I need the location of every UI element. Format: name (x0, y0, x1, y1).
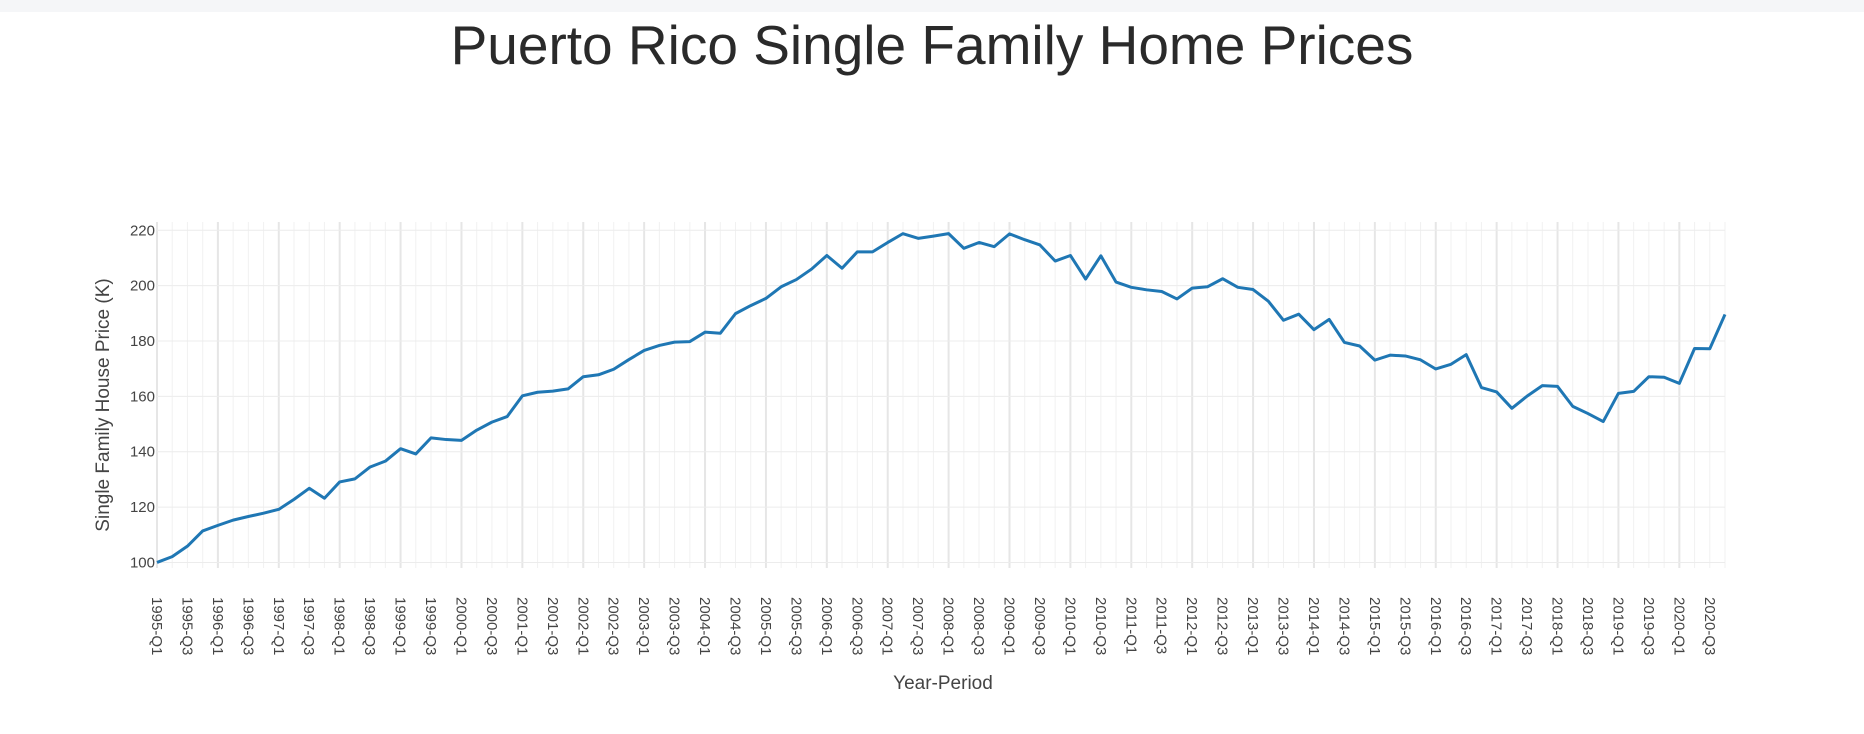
x-tick-label: 2008-Q1 (940, 597, 957, 655)
x-tick-label: 2019-Q3 (1640, 597, 1657, 655)
y-tick-label: 200 (130, 278, 155, 295)
x-tick-label: 2001-Q1 (513, 597, 530, 655)
y-tick-label: 160 (130, 388, 155, 405)
x-tick-label: 1995-Q3 (178, 597, 195, 655)
x-tick-label: 2007-Q1 (879, 597, 896, 655)
x-tick-label: 2019-Q1 (1609, 597, 1626, 655)
price-series-line (156, 232, 1727, 564)
x-tick-label: 2015-Q1 (1366, 597, 1383, 655)
x-tick-label: 2004-Q3 (726, 597, 743, 655)
x-tick-label: 2001-Q3 (544, 597, 561, 655)
x-tick-label: 1999-Q3 (422, 597, 439, 655)
x-tick-label: 2002-Q3 (605, 597, 622, 655)
x-tick-label: 2020-Q3 (1701, 597, 1718, 655)
x-tick-label: 2008-Q3 (970, 597, 987, 655)
x-tick-label: 2016-Q3 (1457, 597, 1474, 655)
x-tick-label: 2006-Q3 (848, 597, 865, 655)
x-tick-label: 1999-Q1 (392, 597, 409, 655)
x-tick-label: 2018-Q3 (1579, 597, 1596, 655)
y-axis-title: Single Family House Price (K) (93, 278, 114, 531)
y-tick-labels: 100 120 140 160 180 200 220 (130, 222, 155, 571)
x-tick-label: 1995-Q1 (148, 597, 165, 655)
x-tick-label: 2006-Q1 (818, 597, 835, 655)
y-tick-label: 180 (130, 333, 155, 350)
x-tick-label: 2003-Q3 (666, 597, 683, 655)
x-tick-label: 2004-Q1 (696, 597, 713, 655)
x-tick-label: 2005-Q1 (757, 597, 774, 655)
x-tick-label: 2017-Q3 (1518, 597, 1535, 655)
y-tick-label: 140 (130, 444, 155, 461)
x-tick-label: 2010-Q1 (1061, 597, 1078, 655)
x-tick-label: 2005-Q3 (787, 597, 804, 655)
x-tick-label: 2010-Q3 (1092, 597, 1109, 655)
x-tick-label: 2015-Q3 (1396, 597, 1413, 655)
x-tick-label: 2012-Q3 (1214, 597, 1231, 655)
x-axis-title: Year-Period (893, 673, 993, 694)
x-tick-label: 2014-Q3 (1335, 597, 1352, 655)
y-tick-label: 100 (130, 554, 155, 571)
y-tick-label: 120 (130, 499, 155, 516)
x-tick-label: 2017-Q1 (1488, 597, 1505, 655)
top-bar (0, 0, 1864, 12)
x-tick-label: 1996-Q1 (209, 597, 226, 655)
x-tick-label: 2018-Q1 (1549, 597, 1566, 655)
x-tick-labels: 1995-Q1 1995-Q3 1996-Q1 1996-Q3 1997-Q1 1997-… (148, 597, 1718, 655)
x-tick-label: 2009-Q1 (1001, 597, 1018, 655)
y-tick-label: 220 (130, 222, 155, 239)
chart-title: Puerto Rico Single Family Home Prices (450, 14, 1414, 76)
x-tick-label: 2016-Q1 (1427, 597, 1444, 655)
x-tick-label: 2002-Q1 (574, 597, 591, 655)
x-tick-label: 1997-Q3 (300, 597, 317, 655)
x-tick-label: 1998-Q1 (331, 597, 348, 655)
x-tick-label: 2000-Q1 (452, 597, 469, 655)
x-gridlines (156, 222, 1726, 568)
x-tick-label: 2012-Q1 (1183, 597, 1200, 655)
x-tick-label: 2014-Q1 (1305, 597, 1322, 655)
x-tick-label: 2013-Q1 (1244, 597, 1261, 655)
x-tick-label: 2003-Q1 (635, 597, 652, 655)
x-tick-label: 2013-Q3 (1275, 597, 1292, 655)
x-tick-label: 1997-Q1 (270, 597, 287, 655)
x-tick-label: 2000-Q3 (483, 597, 500, 655)
x-tick-label: 2007-Q3 (909, 597, 926, 655)
x-tick-label: 1998-Q3 (361, 597, 378, 655)
x-tick-label: 2009-Q3 (1031, 597, 1048, 655)
x-tick-label: 2020-Q1 (1670, 597, 1687, 655)
x-tick-label: 2011-Q3 (1153, 597, 1170, 654)
x-tick-label: 2011-Q1 (1122, 597, 1139, 654)
x-tick-label: 1996-Q3 (239, 597, 256, 655)
y-gridlines (157, 229, 1725, 563)
